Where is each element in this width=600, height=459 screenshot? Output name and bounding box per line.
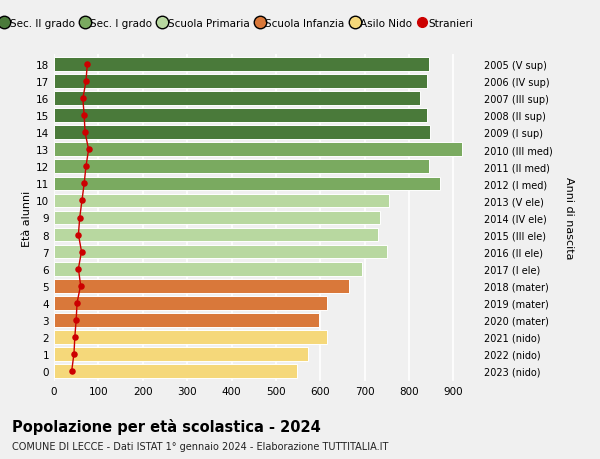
Bar [54, 58, 429, 72]
Point [79, 180, 89, 188]
Point [69, 350, 79, 358]
Bar [54, 364, 297, 378]
Bar [54, 126, 430, 140]
Bar [54, 279, 349, 293]
Point [76, 282, 85, 290]
Bar [54, 228, 378, 242]
Point [71, 316, 81, 324]
Point [81, 78, 91, 86]
Point [72, 299, 82, 307]
Bar [54, 194, 389, 208]
Point [77, 248, 86, 256]
Legend: Sec. II grado, Sec. I grado, Scuola Primaria, Scuola Infanzia, Asilo Nido, Stran: Sec. II grado, Sec. I grado, Scuola Prim… [0, 15, 477, 33]
Bar [54, 245, 387, 259]
Bar [54, 347, 308, 361]
Bar [54, 313, 319, 327]
Bar [54, 92, 420, 106]
Point [74, 265, 83, 273]
Bar [54, 211, 380, 225]
Y-axis label: Anni di nascita: Anni di nascita [564, 177, 574, 259]
Bar [54, 160, 429, 174]
Point [79, 112, 89, 120]
Text: Popolazione per età scolastica - 2024: Popolazione per età scolastica - 2024 [12, 418, 321, 434]
Bar [54, 109, 427, 123]
Point [67, 367, 77, 375]
Point [78, 95, 88, 103]
Point [77, 197, 87, 205]
Point [84, 146, 94, 154]
Point [81, 163, 91, 171]
Bar [54, 296, 327, 310]
Point [80, 129, 90, 137]
Text: COMUNE DI LECCE - Dati ISTAT 1° gennaio 2024 - Elaborazione TUTTITALIA.IT: COMUNE DI LECCE - Dati ISTAT 1° gennaio … [12, 441, 388, 451]
Bar [54, 330, 327, 344]
Bar [54, 75, 427, 89]
Point [75, 214, 85, 222]
Point [82, 62, 92, 69]
Bar [54, 143, 462, 157]
Point [70, 333, 80, 341]
Y-axis label: Età alunni: Età alunni [22, 190, 32, 246]
Bar [54, 262, 362, 276]
Point [74, 231, 83, 239]
Bar [54, 177, 440, 191]
